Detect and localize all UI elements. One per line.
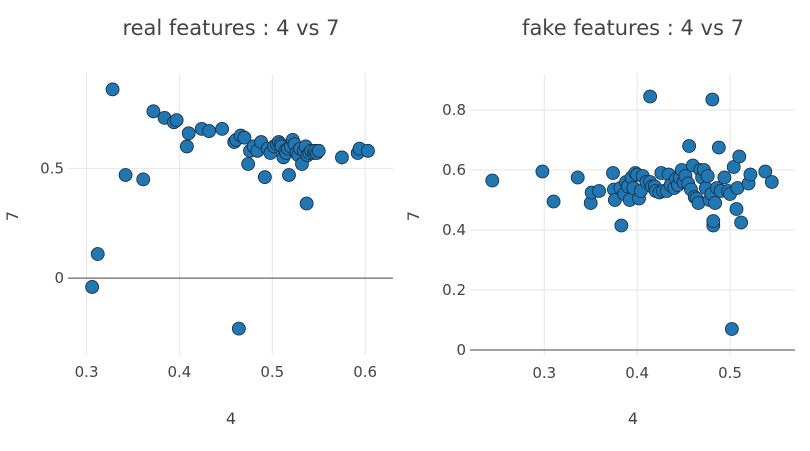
x-tick-label: 0.4 — [167, 363, 191, 381]
data-point — [606, 166, 620, 180]
data-points — [485, 89, 779, 336]
x-tick-label: 0.3 — [532, 364, 556, 382]
data-point — [711, 140, 726, 155]
data-point — [706, 214, 721, 228]
y-tick-label: 0 — [54, 269, 64, 287]
data-point — [546, 194, 561, 209]
data-point — [614, 218, 629, 233]
data-point — [215, 121, 230, 136]
data-point — [682, 139, 697, 153]
data-point — [535, 164, 550, 179]
data-point — [708, 196, 723, 210]
data-point — [237, 130, 252, 145]
data-point — [643, 89, 658, 104]
data-point — [181, 126, 196, 141]
data-point — [758, 164, 773, 179]
y-tick-label: 0.2 — [442, 281, 466, 299]
data-point — [570, 170, 585, 185]
data-point — [724, 322, 739, 336]
data-point — [241, 157, 256, 171]
data-point — [282, 168, 296, 182]
data-point — [169, 113, 184, 128]
x-tick-label: 0.4 — [625, 364, 649, 382]
plot-real-features: real features : 4 vs 7 4 7 0.3 0.4 0.5 0.60… — [3, 16, 393, 428]
gridlines — [470, 74, 795, 356]
data-point — [764, 175, 779, 189]
y-tick-label: 0.8 — [442, 101, 466, 119]
data-point — [85, 280, 100, 294]
plot-fake-features: fake features : 4 vs 7 4 7 0.3 0.4 0.5 0 0.2… — [404, 16, 795, 428]
y-axis-label: 7 — [404, 211, 423, 221]
data-point — [361, 143, 375, 158]
x-tick-label: 0.3 — [75, 363, 99, 381]
data-point — [118, 168, 133, 182]
data-point — [700, 169, 715, 183]
x-tick-label: 0.5 — [260, 363, 284, 381]
y-tick-label: 0 — [456, 341, 466, 359]
data-point — [335, 150, 349, 165]
y-tick-label: 0.6 — [442, 161, 466, 179]
plot-title: fake features : 4 vs 7 — [522, 16, 744, 40]
data-point — [202, 124, 217, 138]
data-point — [705, 92, 720, 107]
data-point — [179, 139, 194, 154]
data-point — [311, 143, 326, 158]
x-axis-label: 4 — [628, 409, 638, 428]
data-point — [105, 82, 120, 97]
x-tick-label: 0.6 — [353, 363, 377, 381]
x-axis-label: 4 — [226, 409, 236, 428]
y-axis-label: 7 — [3, 211, 22, 221]
data-point — [257, 170, 272, 185]
data-point — [146, 104, 161, 119]
tick-labels: 0.3 0.4 0.5 0.6 0 0.5 — [40, 159, 377, 381]
data-point — [136, 172, 151, 187]
data-point — [90, 247, 105, 261]
data-point — [717, 170, 732, 185]
data-point — [592, 184, 606, 198]
data-point — [734, 215, 749, 230]
data-point — [732, 149, 747, 164]
tick-labels: 0.3 0.4 0.5 0 0.2 0.4 0.6 0.8 — [442, 101, 742, 382]
y-tick-label: 0.4 — [442, 221, 466, 239]
data-point — [743, 167, 758, 182]
plot-title: real features : 4 vs 7 — [122, 16, 339, 40]
data-point — [231, 321, 246, 336]
data-point — [729, 202, 744, 216]
y-tick-label: 0.5 — [40, 159, 64, 177]
x-tick-label: 0.5 — [718, 364, 742, 382]
data-point — [485, 173, 500, 188]
data-point — [299, 196, 314, 211]
data-points — [85, 82, 375, 336]
gridlines — [68, 74, 393, 355]
